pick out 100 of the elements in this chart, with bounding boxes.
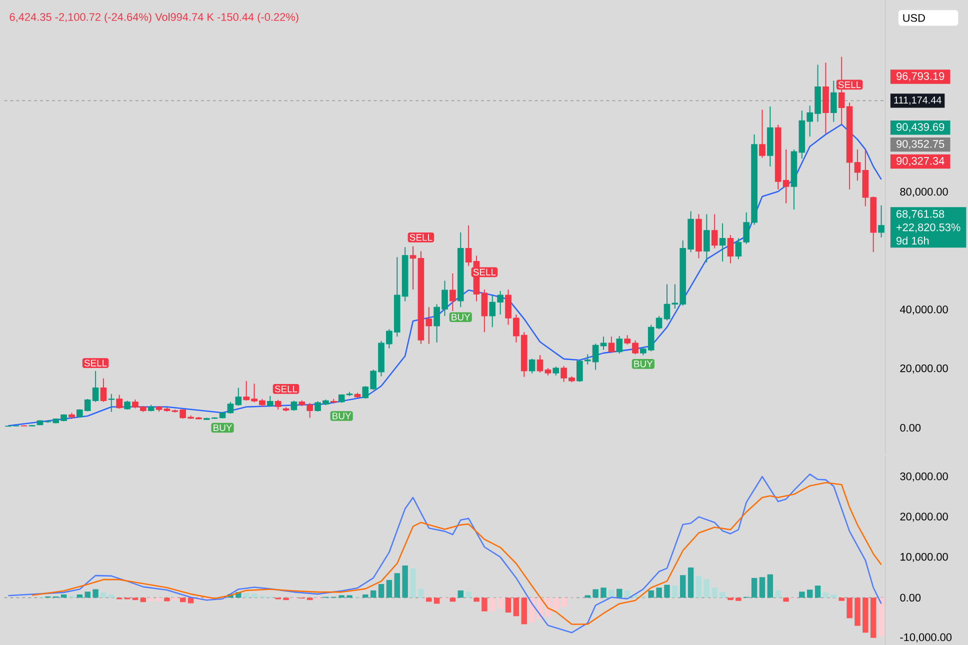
candlestick [116,394,123,410]
candlestick [727,234,734,264]
candlestick [266,395,274,408]
bar [450,598,456,602]
bar [410,568,416,598]
bar [775,590,781,598]
bar [148,598,154,602]
candlestick [608,336,615,354]
bar [696,576,702,598]
bar [672,586,678,598]
bar [799,592,805,598]
bar [806,590,813,598]
candlestick [878,204,884,238]
bar [251,594,258,598]
bar [814,586,821,598]
bar [553,598,559,610]
bar [878,598,884,636]
bar [164,598,170,602]
text: 9d 16h [896,236,929,245]
bar [616,588,622,598]
bar [84,592,90,598]
line-series [8,124,882,426]
bar [751,578,758,598]
bar [688,567,694,598]
y-tick-label: 10,000.00 [900,552,948,562]
text: 90,327.34 [896,156,944,166]
text: 68,761.58 [896,210,944,220]
ref-line-label: 111,174.44 [894,96,942,105]
bar [592,589,598,598]
text: 90,439.69 [896,123,944,132]
y-tick-label: 20,000.00 [900,364,948,374]
bar [736,598,742,601]
candlestick [600,336,607,350]
bar [624,590,630,598]
bar [720,592,726,598]
bar [767,574,774,598]
bar [854,598,860,626]
bar [513,598,520,616]
y-tick-label: -10,000.00 [900,633,952,642]
y-tick-label: 30,000.00 [900,472,948,482]
bar [600,588,606,598]
candlestick [704,214,710,263]
candlestick [616,335,623,354]
bar [426,598,432,602]
bar [870,598,876,638]
bar [92,589,98,598]
bar [370,590,376,598]
bar [846,598,852,618]
y-tick-label: 20,000.00 [900,512,948,522]
bar [180,598,186,602]
bar [243,593,250,598]
bar [108,594,114,598]
bar [100,592,106,598]
bar [156,598,162,602]
bar [862,598,868,633]
bar [759,577,766,598]
y-tick-label: 80,000.00 [900,188,948,197]
bar [822,592,829,598]
bar [140,598,146,602]
annotation: 6,424.35 -2,100.72 (-24.64%) Vol994.74 K -150.44 (-0.22%) [10,12,298,23]
bar [394,573,400,598]
bar [458,590,464,598]
candlestick [719,222,726,262]
bar [482,598,488,612]
bar [505,598,512,612]
candlestick [274,399,282,410]
text: 90,352.75 [896,140,944,150]
bar [434,598,440,604]
bar [704,579,710,598]
text: USD [903,14,925,22]
text: +22,820.53% [896,223,960,232]
candlestick [290,400,298,412]
bar [497,598,504,608]
candlestick [528,358,536,374]
bar [306,598,313,600]
bar [680,575,686,598]
bar [838,598,844,601]
text: 96,793.19 [896,72,944,82]
bar [656,588,662,598]
bar [283,598,289,600]
bar [172,598,178,600]
bar [664,584,670,598]
y-tick-label: 0.00 [900,594,921,602]
bar [466,592,472,598]
bar [728,598,734,600]
bar [712,588,718,598]
bar [132,598,138,600]
y-tick-label: 40,000.00 [900,306,948,315]
candlestick [481,288,488,333]
bar [521,598,527,624]
bar [490,598,496,612]
bar [386,580,392,598]
bar [560,598,567,607]
bar [474,598,480,602]
bar [378,584,384,598]
y-tick-label: 0.00 [900,424,921,432]
candlestick [536,354,544,373]
candlestick [711,214,718,249]
bar [783,598,789,602]
bar [608,590,614,598]
